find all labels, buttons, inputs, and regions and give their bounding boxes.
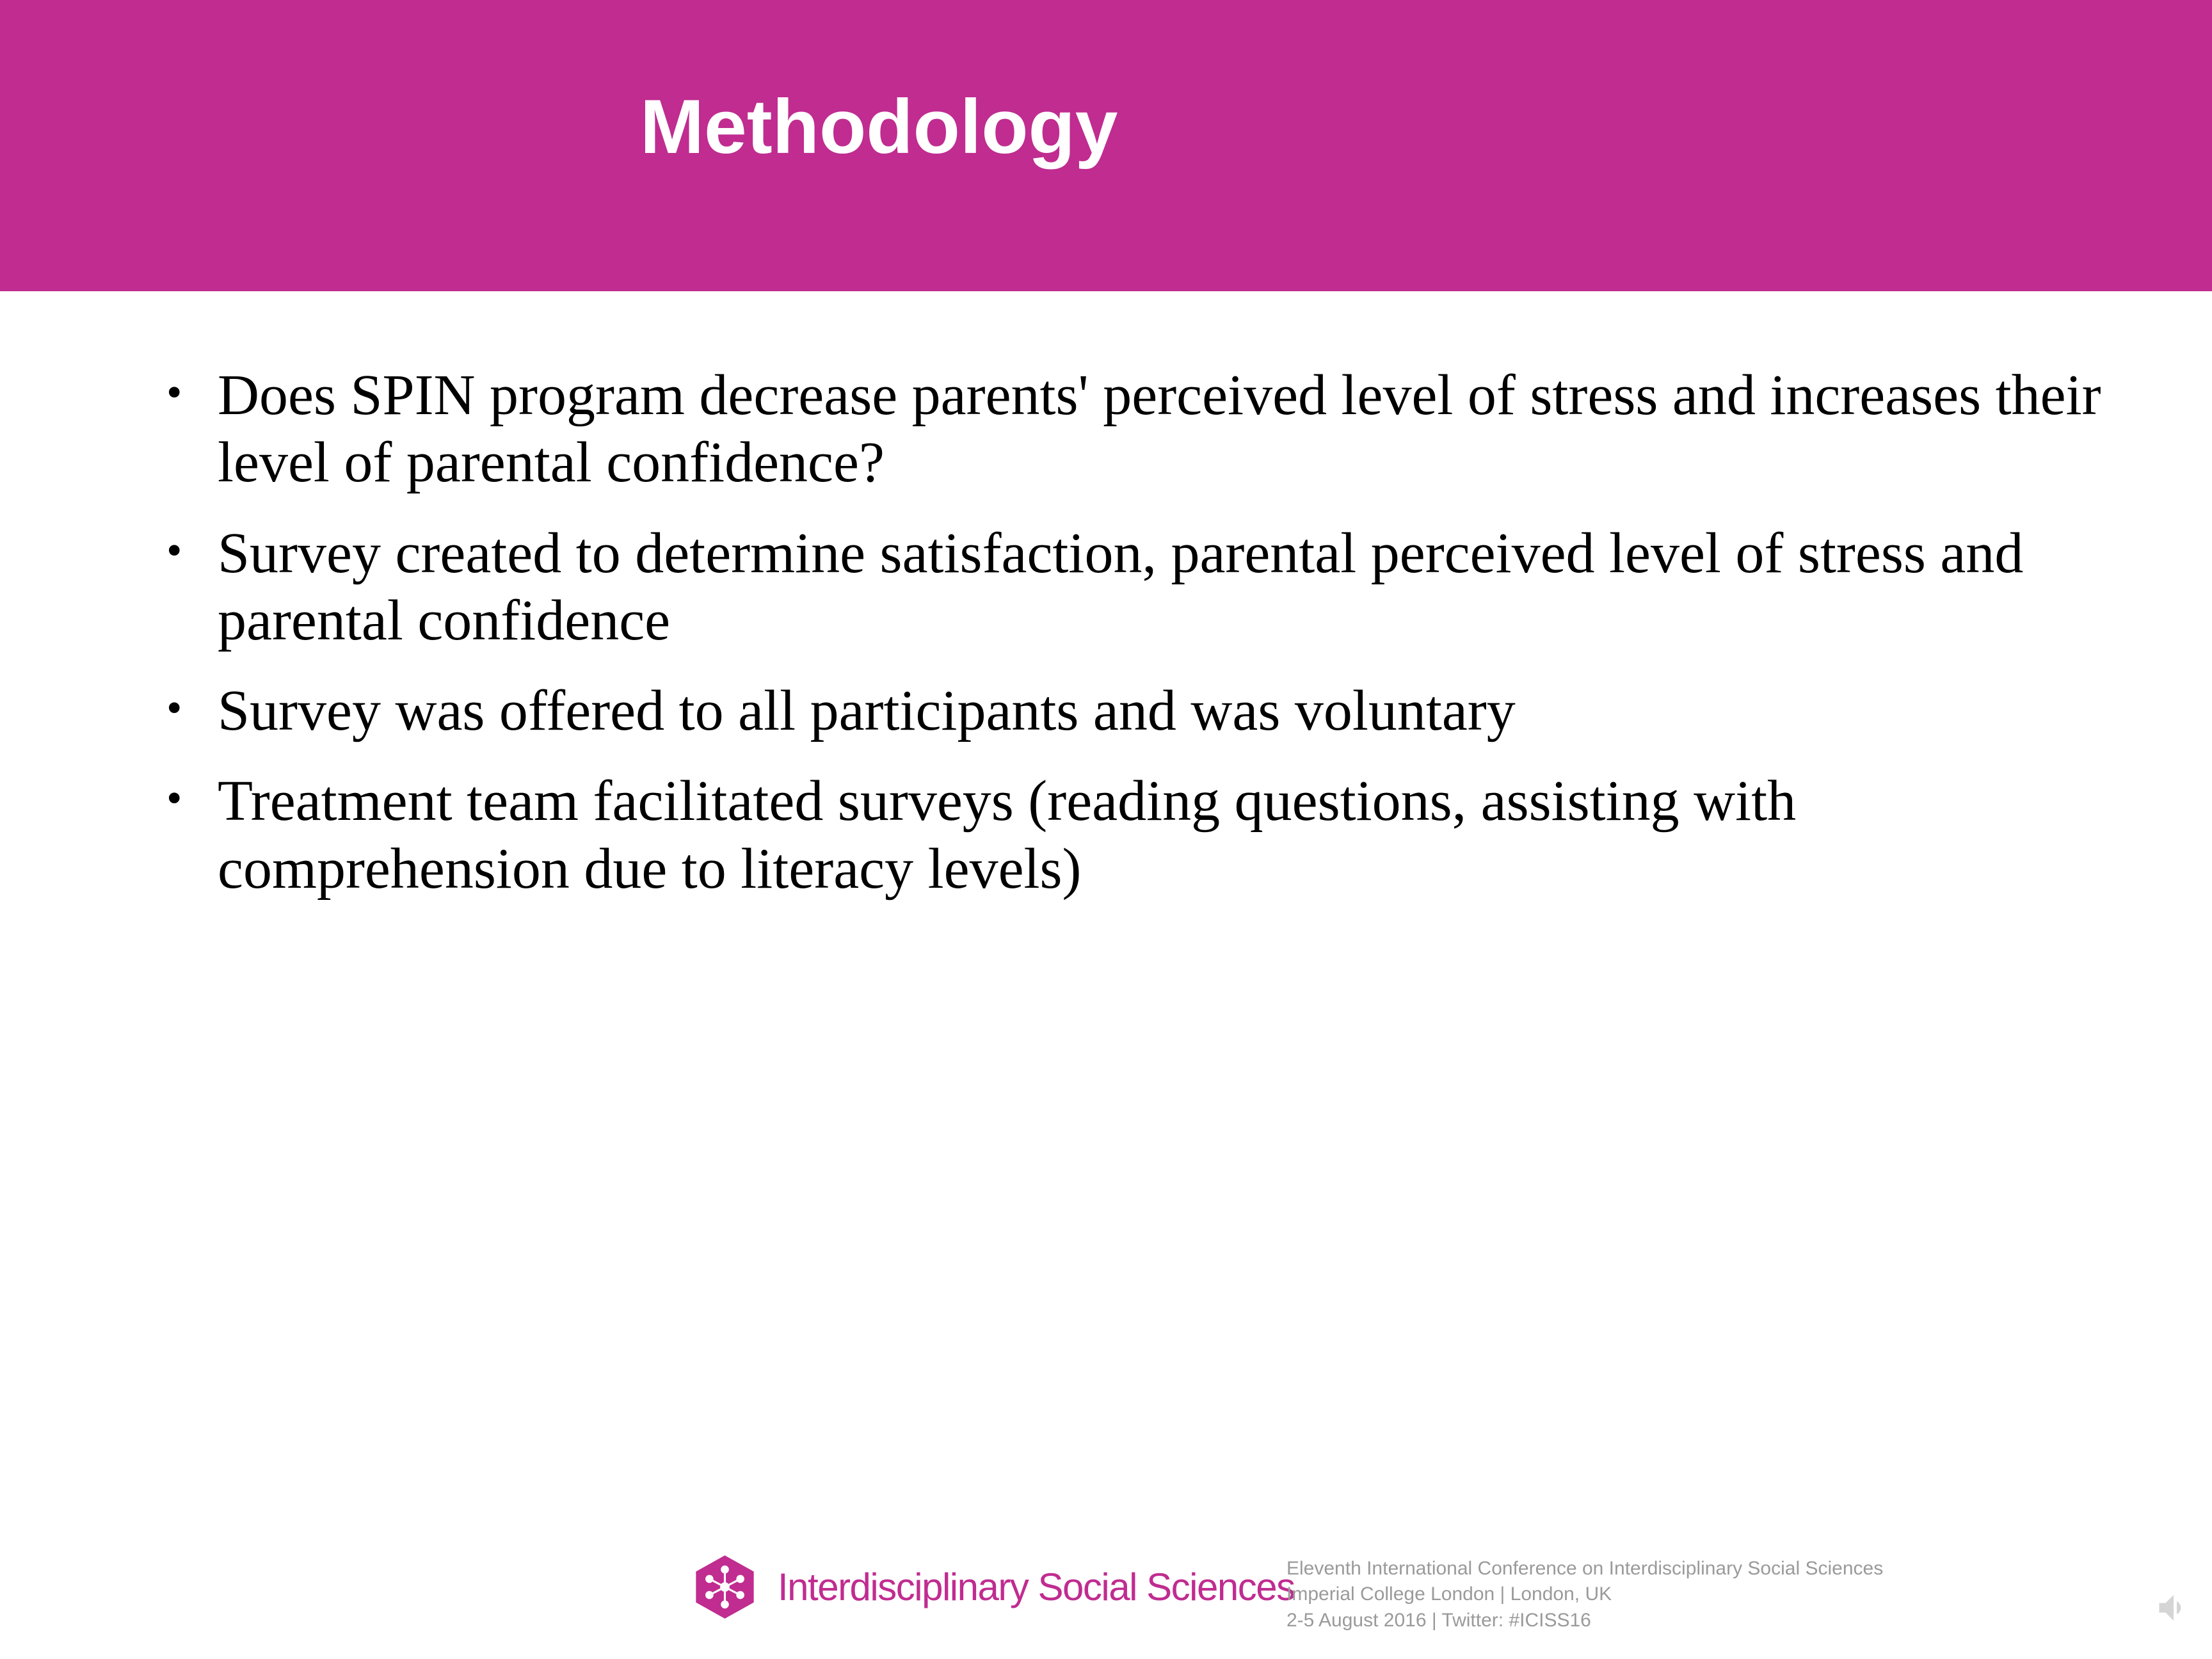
conf-line3: 2-5 August 2016 | Twitter: #ICISS16 [1286, 1608, 2119, 1634]
header-bar: Methodology [0, 0, 2212, 291]
conf-line1: Eleventh International Conference on Int… [1286, 1556, 2119, 1582]
bullet-item: Survey was offered to all participants a… [166, 677, 2103, 744]
bullet-item: Survey created to determine satisfaction… [166, 520, 2103, 655]
conference-info: Eleventh International Conference on Int… [1286, 1556, 2119, 1634]
logo-text: Interdisciplinary Social Sciences [778, 1565, 1295, 1609]
bullet-item: Treatment team facilitated surveys (read… [166, 767, 2103, 902]
slide-title: Methodology [640, 83, 1118, 209]
footer-logo: Interdisciplinary Social Sciences [691, 1553, 1295, 1621]
logo-word-b: Social [1038, 1566, 1137, 1608]
network-hex-icon [691, 1553, 758, 1621]
logo-word-a: Interdisciplinary [778, 1566, 1028, 1608]
logo-word-c: Sciences [1146, 1566, 1294, 1608]
bullet-list: Does SPIN program decrease parents' perc… [166, 362, 2103, 902]
speaker-icon [2154, 1589, 2193, 1627]
bullet-item: Does SPIN program decrease parents' perc… [166, 362, 2103, 497]
conf-line2: Imperial College London | London, UK [1286, 1582, 2119, 1608]
footer: Interdisciplinary Social Sciences Eleven… [0, 1518, 2212, 1646]
content-area: Does SPIN program decrease parents' perc… [0, 291, 2212, 902]
